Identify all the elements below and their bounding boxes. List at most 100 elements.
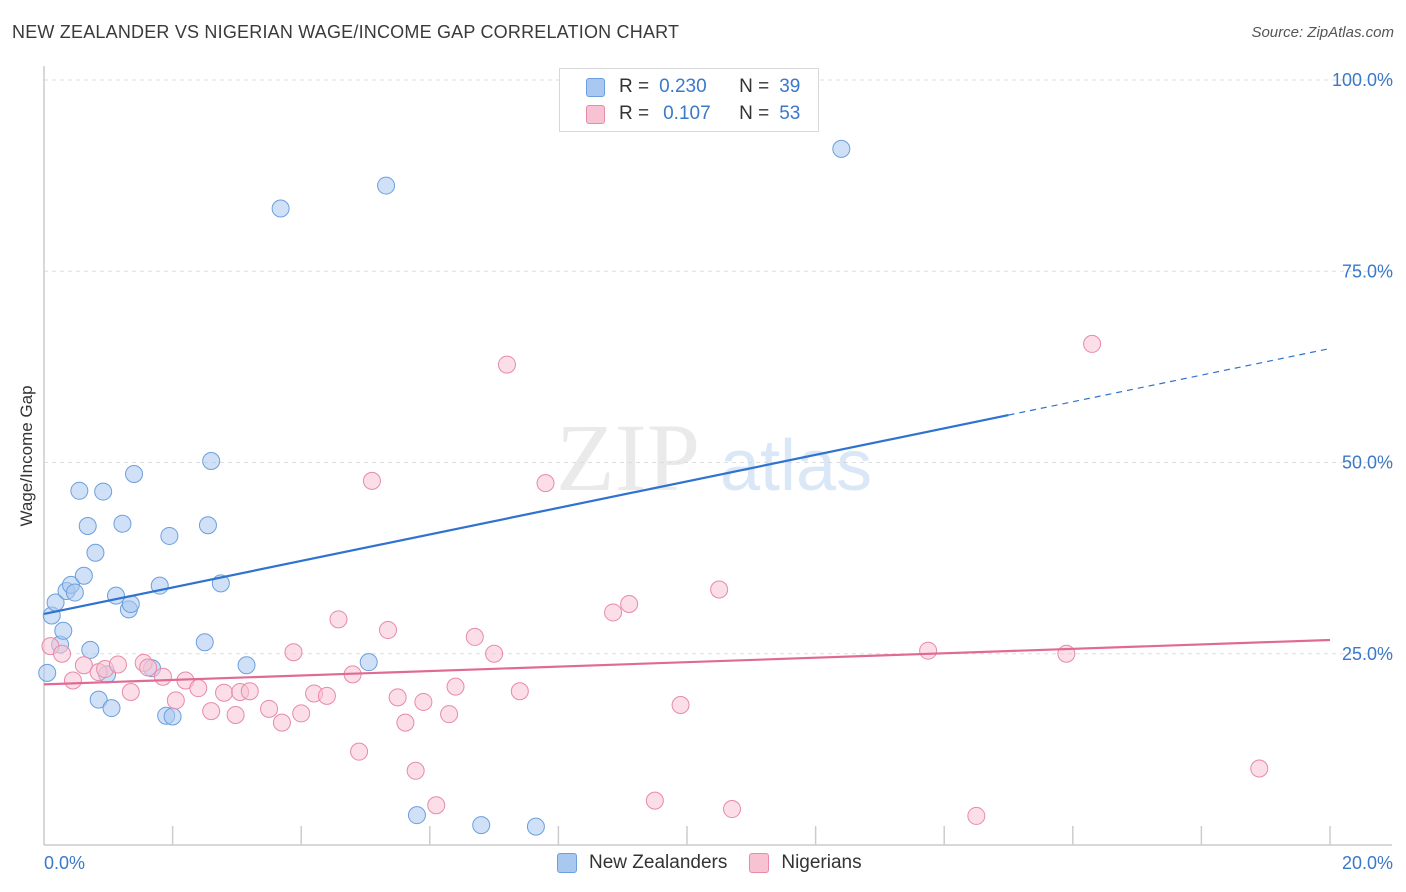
series-legend: New Zealanders Nigerians (557, 852, 884, 874)
point-nigerians (121, 683, 140, 701)
series-legend-label: New Zealanders (589, 852, 728, 873)
point-nigerians (240, 682, 259, 701)
point-nigerians (329, 610, 348, 629)
chart-title: NEW ZEALANDER VS NIGERIAN WAGE/INCOME GA… (12, 22, 680, 42)
point-new-zealanders (125, 464, 144, 483)
point-nigerians (272, 713, 291, 732)
legend-r-label: R = (619, 76, 650, 97)
grid-lines (44, 79, 1392, 655)
point-new-zealanders (74, 566, 93, 585)
x-tick-label: 20.0% (1342, 853, 1393, 873)
series-legend-nigerians[interactable]: Nigerians (749, 852, 862, 874)
point-nigerians (388, 688, 407, 707)
point-nigerians (379, 621, 398, 640)
legend-row-new-zealanders: R = 0.230 N = 39 (586, 75, 800, 99)
point-nigerians (485, 644, 504, 663)
point-new-zealanders (832, 139, 851, 158)
point-nigerians (406, 761, 425, 780)
point-new-zealanders (195, 633, 214, 652)
point-nigerians (604, 603, 623, 622)
point-nigerians (919, 641, 938, 660)
y-axis-label: Wage/Income Gap (17, 385, 36, 527)
point-nigerians (427, 796, 446, 815)
point-nigerians (362, 471, 381, 490)
point-nigerians (74, 656, 93, 675)
trend-line-new-zealanders (43, 413, 1009, 616)
legend-r-value: 0.107 (663, 103, 711, 124)
point-new-zealanders (359, 653, 378, 672)
point-new-zealanders (160, 526, 179, 545)
series-swatch-new-zealanders (557, 853, 577, 873)
point-nigerians (139, 658, 158, 677)
point-new-zealanders (472, 816, 491, 835)
legend-swatch-nigerians (586, 104, 605, 124)
point-nigerians (317, 686, 336, 705)
legend-row-nigerians: R = 0.107 N = 53 (586, 102, 800, 126)
tick-labels: 25.0% 50.0% 75.0% 100.0% 0.0% 20.0% (44, 70, 1393, 873)
point-new-zealanders (107, 586, 126, 605)
legend-n-label: N = (739, 76, 770, 97)
point-nigerians (446, 677, 465, 696)
point-nigerians (1250, 759, 1269, 778)
point-nigerians (226, 705, 245, 724)
point-nigerians (284, 643, 303, 662)
point-nigerians (292, 704, 311, 723)
legend-n-value: 39 (779, 76, 801, 97)
point-nigerians (63, 671, 82, 690)
point-new-zealanders (81, 640, 100, 659)
point-new-zealanders (70, 481, 89, 500)
point-new-zealanders (163, 707, 182, 726)
data-points (38, 139, 1269, 836)
point-new-zealanders (94, 482, 113, 501)
point-nigerians (189, 679, 208, 698)
point-nigerians (53, 644, 72, 663)
point-new-zealanders (102, 699, 121, 718)
point-new-zealanders (113, 514, 132, 533)
watermark-atlas: atlas (720, 426, 872, 506)
point-nigerians (202, 702, 221, 721)
legend-n-label: N = (739, 103, 770, 124)
point-new-zealanders (78, 516, 97, 535)
point-new-zealanders (377, 176, 396, 195)
point-nigerians (671, 696, 690, 715)
legend-r-label: R = (619, 103, 650, 124)
point-nigerians (645, 791, 664, 810)
point-new-zealanders (89, 690, 108, 709)
point-nigerians (350, 742, 369, 761)
watermark-zip: ZIP (556, 404, 700, 511)
point-new-zealanders (237, 656, 256, 675)
point-new-zealanders (198, 516, 217, 535)
point-new-zealanders (407, 806, 426, 825)
point-nigerians (465, 627, 484, 646)
chart-source: Source: ZipAtlas.com (1251, 24, 1394, 41)
y-tick-label: 75.0% (1342, 261, 1393, 281)
point-nigerians (260, 699, 279, 718)
point-new-zealanders (526, 817, 545, 836)
legend-n-value: 53 (779, 103, 801, 124)
point-nigerians (620, 595, 639, 614)
point-nigerians (440, 705, 459, 724)
watermark: ZIP atlas (556, 404, 872, 511)
point-nigerians (215, 683, 234, 702)
point-nigerians (510, 682, 529, 701)
point-new-zealanders (86, 543, 105, 562)
point-nigerians (710, 580, 729, 599)
point-nigerians (396, 713, 415, 732)
trend-line-nigerians (43, 638, 1331, 686)
point-new-zealanders (271, 199, 290, 218)
series-swatch-nigerians (749, 853, 770, 873)
trend-line-new-zealanders-extension (1008, 347, 1331, 416)
point-new-zealanders (54, 621, 73, 640)
point-new-zealanders (202, 451, 221, 470)
series-legend-new-zealanders[interactable]: New Zealanders (557, 852, 727, 874)
legend-r-value: 0.230 (659, 76, 707, 97)
point-nigerians (723, 800, 742, 819)
axes (43, 66, 1392, 846)
point-nigerians (1083, 334, 1102, 353)
point-new-zealanders (65, 583, 84, 602)
point-nigerians (414, 692, 433, 711)
point-nigerians (108, 655, 127, 674)
y-tick-label: 25.0% (1342, 644, 1393, 664)
x-tick-label: 0.0% (44, 853, 85, 873)
